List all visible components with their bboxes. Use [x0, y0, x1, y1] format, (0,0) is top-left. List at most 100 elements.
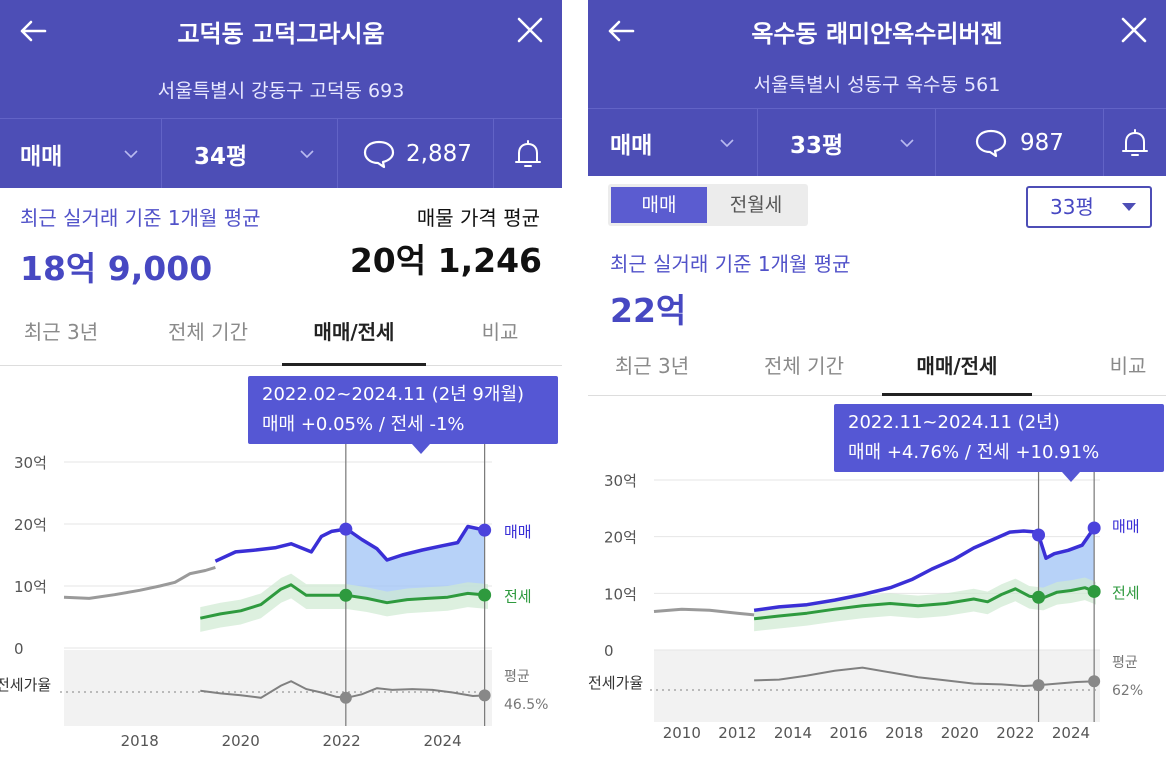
sale-point [1087, 521, 1101, 535]
jeonse-point [478, 588, 492, 602]
ratio-point [339, 691, 352, 704]
jeonse-point [1032, 590, 1046, 604]
area-select-value: 33평 [1050, 195, 1094, 219]
back-arrow-icon[interactable] [606, 16, 636, 46]
deal-type-dropdown[interactable]: 매매 [588, 109, 758, 176]
jeonse-point [1087, 584, 1101, 598]
toggle-rent[interactable]: 전월세 [729, 194, 783, 216]
selector-bar: 매매 33평 987 [588, 108, 1166, 176]
area-label: 33평 [790, 132, 844, 159]
deal-type-dropdown[interactable]: 매매 [0, 119, 162, 188]
tab-compare[interactable]: 비교 [1109, 354, 1147, 378]
jeonse-series-line [753, 586, 1097, 621]
chart-tabs: 최근 3년 전체 기간 매매/전세 비교 [0, 316, 562, 366]
tooltip-change: 매매 +0.05% / 전세 -1% [262, 414, 465, 435]
recent-price-label: 최근 실거래 기준 1개월 평균 [20, 206, 261, 230]
comment-count: 987 [1020, 129, 1064, 156]
comments-button[interactable]: 987 [936, 109, 1104, 176]
listing-price-value: 20억 1,246 [349, 241, 542, 280]
header: 옥수동 래미안옥수리버젠 서울특별시 성동구 옥수동 561 [588, 0, 1166, 108]
jeonse-series-line [199, 583, 489, 620]
alarm-button[interactable] [1104, 109, 1166, 176]
chart-tabs: 최근 3년 전체 기간 매매/전세 비교 [588, 350, 1166, 396]
x-tick-label: 2024 [423, 732, 461, 750]
page-title: 옥수동 래미안옥수리버젠 [751, 20, 1003, 48]
average-label: 평균 [1112, 655, 1138, 671]
jeonse-point [339, 588, 353, 602]
x-tick-label: 2020 [941, 724, 979, 742]
back-arrow-icon[interactable] [18, 16, 48, 46]
chevron-down-icon [720, 139, 734, 147]
ratio-label: 전세가율 [588, 674, 643, 692]
area-label: 34평 [194, 143, 248, 170]
tab-sale-jeonse[interactable]: 매매/전세 [916, 354, 998, 378]
sale-point [478, 523, 492, 537]
tooltip-period: 2022.02~2024.11 (2년 9개월) [262, 384, 525, 405]
recent-price-value: 22억 [610, 291, 687, 330]
y-tick-label: 10억 [604, 585, 637, 603]
speech-bubble-icon [363, 140, 395, 168]
y-tick-label: 10억 [14, 578, 47, 596]
chevron-down-icon [300, 150, 314, 158]
left-panel: 고덕동 고덕그라시움 서울특별시 강동구 고덕동 693 매매 34평 2,88… [0, 0, 562, 764]
active-tab-indicator [282, 363, 426, 366]
x-tick-label: 2010 [663, 724, 701, 742]
selector-bar: 매매 34평 2,887 [0, 118, 562, 188]
ratio-label: 전세가율 [0, 676, 51, 694]
deal-type-label: 매매 [610, 132, 653, 159]
average-value: 62% [1112, 683, 1143, 699]
comments-button[interactable]: 2,887 [338, 119, 494, 188]
recent-price-label: 최근 실거래 기준 1개월 평균 [610, 252, 851, 276]
caret-down-icon [1122, 203, 1136, 211]
x-tick-label: 2022 [323, 732, 361, 750]
tab-recent-3y[interactable]: 최근 3년 [614, 354, 690, 378]
jeonse-band [200, 573, 489, 632]
y-tick-label: 0 [604, 642, 614, 660]
ratio-point [1032, 679, 1045, 692]
ratio-point [478, 689, 491, 702]
header: 고덕동 고덕그라시움 서울특별시 강동구 고덕동 693 [0, 0, 562, 118]
y-tick-label: 30억 [604, 472, 637, 490]
deal-type-toggle: 매매 전월세 [608, 184, 808, 226]
jeonse-end-label: 전세 [1112, 584, 1140, 602]
tab-compare[interactable]: 비교 [481, 320, 519, 344]
area-select[interactable]: 33평 [1026, 186, 1152, 228]
chevron-down-icon [900, 139, 914, 147]
bell-icon [1122, 128, 1148, 156]
sale-end-label: 매매 [1112, 517, 1140, 535]
tooltip-period: 2022.11~2024.11 (2년) [848, 412, 1060, 433]
chevron-down-icon [124, 150, 138, 158]
comment-count: 2,887 [406, 140, 472, 167]
y-tick-label: 30억 [14, 454, 47, 472]
range-fill [345, 527, 485, 603]
x-tick-label: 2018 [885, 724, 923, 742]
listing-price-label: 매물 가격 평균 [416, 206, 540, 230]
area-dropdown[interactable]: 33평 [758, 109, 936, 176]
history-series-line [63, 565, 216, 600]
average-value: 46.5% [504, 697, 548, 713]
tab-recent-3y[interactable]: 최근 3년 [23, 320, 99, 344]
address: 서울특별시 성동구 옥수동 561 [753, 74, 1001, 96]
sale-point [339, 522, 353, 536]
area-dropdown[interactable]: 34평 [162, 119, 338, 188]
toggle-sale[interactable]: 매매 [611, 187, 707, 223]
jeonse-end-label: 전세 [504, 587, 532, 605]
close-icon[interactable] [1120, 16, 1148, 44]
y-tick-label: 0 [14, 640, 24, 658]
right-panel: 옥수동 래미안옥수리버젠 서울특별시 성동구 옥수동 561 매매 33평 98… [588, 0, 1166, 764]
sale-series-line [753, 524, 1098, 613]
speech-bubble-icon [975, 129, 1007, 157]
alarm-button[interactable] [494, 119, 562, 188]
tab-all-period[interactable]: 전체 기간 [764, 354, 844, 378]
address: 서울특별시 강동구 고덕동 693 [157, 80, 405, 102]
tab-all-period[interactable]: 전체 기간 [168, 320, 248, 344]
tab-sale-jeonse[interactable]: 매매/전세 [313, 320, 395, 344]
y-tick-label: 20억 [604, 529, 637, 547]
sale-end-label: 매매 [504, 523, 532, 541]
x-tick-label: 2024 [1052, 724, 1090, 742]
range-tooltip: 2022.11~2024.11 (2년) 매매 +4.76% / 전세 +10.… [834, 404, 1164, 482]
deal-type-label: 매매 [20, 143, 63, 170]
close-icon[interactable] [516, 16, 544, 44]
tooltip-change: 매매 +4.76% / 전세 +10.91% [848, 442, 1100, 463]
